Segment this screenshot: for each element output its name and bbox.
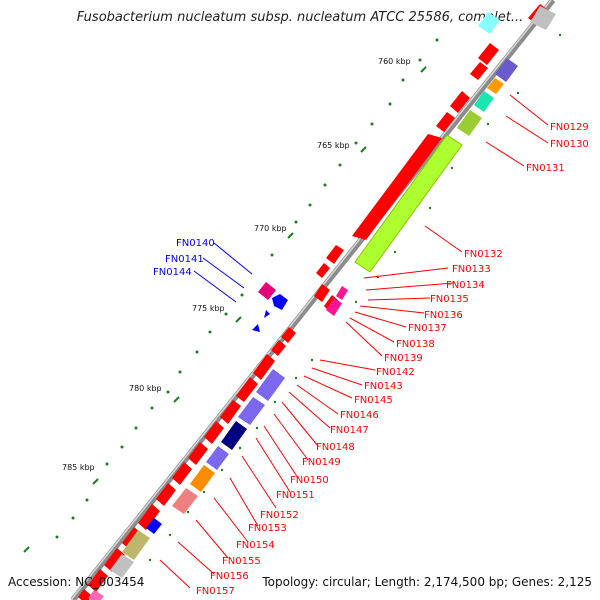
red-gene-labels: FN0129 FN0130 FN0131 FN0132 FN0133 FN013… [196, 122, 589, 597]
feature-block[interactable] [206, 446, 229, 470]
scale-label-775: 775 kbp [192, 304, 225, 313]
scale-label-780: 780 kbp [129, 384, 162, 393]
feature-block[interactable] [256, 369, 285, 401]
gene-label[interactable]: FN0157 [196, 586, 235, 597]
red-leader-lines [159, 94, 549, 589]
gene-arrow[interactable] [104, 548, 125, 572]
feature-block[interactable] [146, 518, 162, 534]
gene-arrow-blue[interactable] [264, 310, 270, 318]
genome-summary: Topology: circular; Length: 2,174,500 bp… [262, 575, 592, 589]
feature-block[interactable] [172, 488, 198, 514]
gene-arrow-blue[interactable] [272, 294, 288, 310]
gene-label[interactable]: FN0150 [290, 475, 329, 486]
gene-label[interactable]: FN0134 [446, 280, 485, 291]
feature-block[interactable] [238, 397, 265, 425]
feature-block[interactable] [110, 554, 134, 578]
gene-label[interactable]: FN0146 [340, 410, 379, 421]
gene-arrow[interactable] [478, 43, 499, 65]
gene-label[interactable]: FN0132 [464, 249, 503, 260]
genome-title: Fusobacterium nucleatum subsp. nucleatum… [76, 10, 524, 25]
scale-major-ticks [23, 66, 427, 553]
gene-arrow[interactable] [253, 354, 275, 380]
gene-label[interactable]: FN0145 [354, 395, 393, 406]
gene-arrow[interactable] [470, 62, 488, 80]
gene-arrow[interactable] [436, 112, 455, 132]
feature-track [88, 6, 556, 600]
feature-block[interactable] [457, 110, 482, 136]
gene-label[interactable]: FN0151 [276, 490, 315, 501]
gene-label[interactable]: FN0144 [153, 267, 192, 278]
feature-block[interactable] [530, 6, 556, 30]
scale-label-770: 770 kbp [254, 224, 287, 233]
gene-label[interactable]: FN0131 [526, 163, 565, 174]
outer-blue-genes [252, 282, 288, 332]
gene-arrow[interactable] [220, 400, 241, 424]
feature-block[interactable] [474, 91, 494, 112]
gene-arrow[interactable] [281, 327, 296, 343]
gene-label[interactable]: FN0137 [408, 323, 447, 334]
gene-arrow[interactable] [88, 569, 108, 592]
blue-leader-lines [193, 242, 253, 303]
gene-label[interactable]: FN0130 [550, 139, 589, 150]
scale-labels: 760 kbp 765 kbp 770 kbp 775 kbp 780 kbp … [62, 57, 411, 472]
gene-arrow[interactable] [78, 589, 92, 600]
feature-block[interactable] [478, 12, 500, 34]
gene-arrow[interactable] [314, 284, 330, 302]
gene-arrow[interactable] [326, 245, 344, 264]
gene-arrow[interactable] [352, 134, 442, 240]
feature-block[interactable] [487, 78, 504, 94]
gene-label[interactable]: FN0143 [364, 381, 403, 392]
feature-block[interactable] [190, 465, 215, 492]
gene-label[interactable]: FN0156 [210, 571, 249, 582]
feature-block[interactable] [88, 590, 104, 600]
feature-block[interactable] [354, 134, 463, 273]
gene-label[interactable]: FN0147 [330, 425, 369, 436]
feature-block[interactable] [122, 530, 150, 560]
gene-arrow-blue[interactable] [252, 324, 260, 332]
inner-ticks [148, 33, 562, 562]
gene-label[interactable]: FN0148 [316, 442, 355, 453]
inner-genes [314, 284, 348, 316]
gene-label[interactable]: FN0136 [424, 310, 463, 321]
gene-label[interactable]: FN0141 [165, 254, 204, 265]
scale-label-765: 765 kbp [317, 141, 350, 150]
gene-arrow[interactable] [316, 263, 330, 278]
scale-label-760: 760 kbp [378, 57, 411, 66]
forward-gene-track [78, 4, 548, 600]
gene-arrow[interactable] [188, 442, 208, 465]
gene-label[interactable]: FN0139 [384, 353, 423, 364]
gene-label[interactable]: FN0154 [236, 540, 275, 551]
gene-arrow[interactable] [336, 286, 348, 300]
gene-label[interactable]: FN0142 [376, 367, 415, 378]
gene-label[interactable]: FN0138 [396, 339, 435, 350]
genome-backbone [70, 0, 556, 600]
genome-backbone-highlight [70, 0, 552, 600]
feature-block[interactable] [221, 421, 247, 450]
gene-block-magenta[interactable] [258, 282, 276, 300]
gene-label[interactable]: FN0140 [176, 238, 215, 249]
feature-block[interactable] [495, 58, 518, 82]
gene-arrow[interactable] [271, 340, 286, 356]
scale-dots [55, 38, 439, 539]
gene-label[interactable]: FN0135 [430, 294, 469, 305]
scale-label-785: 785 kbp [62, 463, 95, 472]
gene-label[interactable]: FN0153 [248, 523, 287, 534]
blue-gene-labels: FN0140 FN0141 FN0144 [153, 238, 215, 278]
gene-label[interactable]: FN0129 [550, 122, 589, 133]
gene-label[interactable]: FN0155 [222, 556, 261, 567]
gene-arrow[interactable] [204, 421, 224, 444]
gene-arrow[interactable] [172, 462, 192, 485]
gene-arrow[interactable] [156, 483, 176, 506]
gene-label[interactable]: FN0133 [452, 264, 491, 275]
accession-label: Accession: NC_003454 [8, 575, 145, 589]
gene-arrow[interactable] [326, 298, 342, 316]
gene-label[interactable]: FN0152 [260, 510, 299, 521]
gene-arrow[interactable] [138, 504, 160, 530]
gene-label[interactable]: FN0149 [302, 457, 341, 468]
gene-arrow[interactable] [450, 91, 470, 113]
gene-arrow[interactable] [236, 377, 258, 402]
